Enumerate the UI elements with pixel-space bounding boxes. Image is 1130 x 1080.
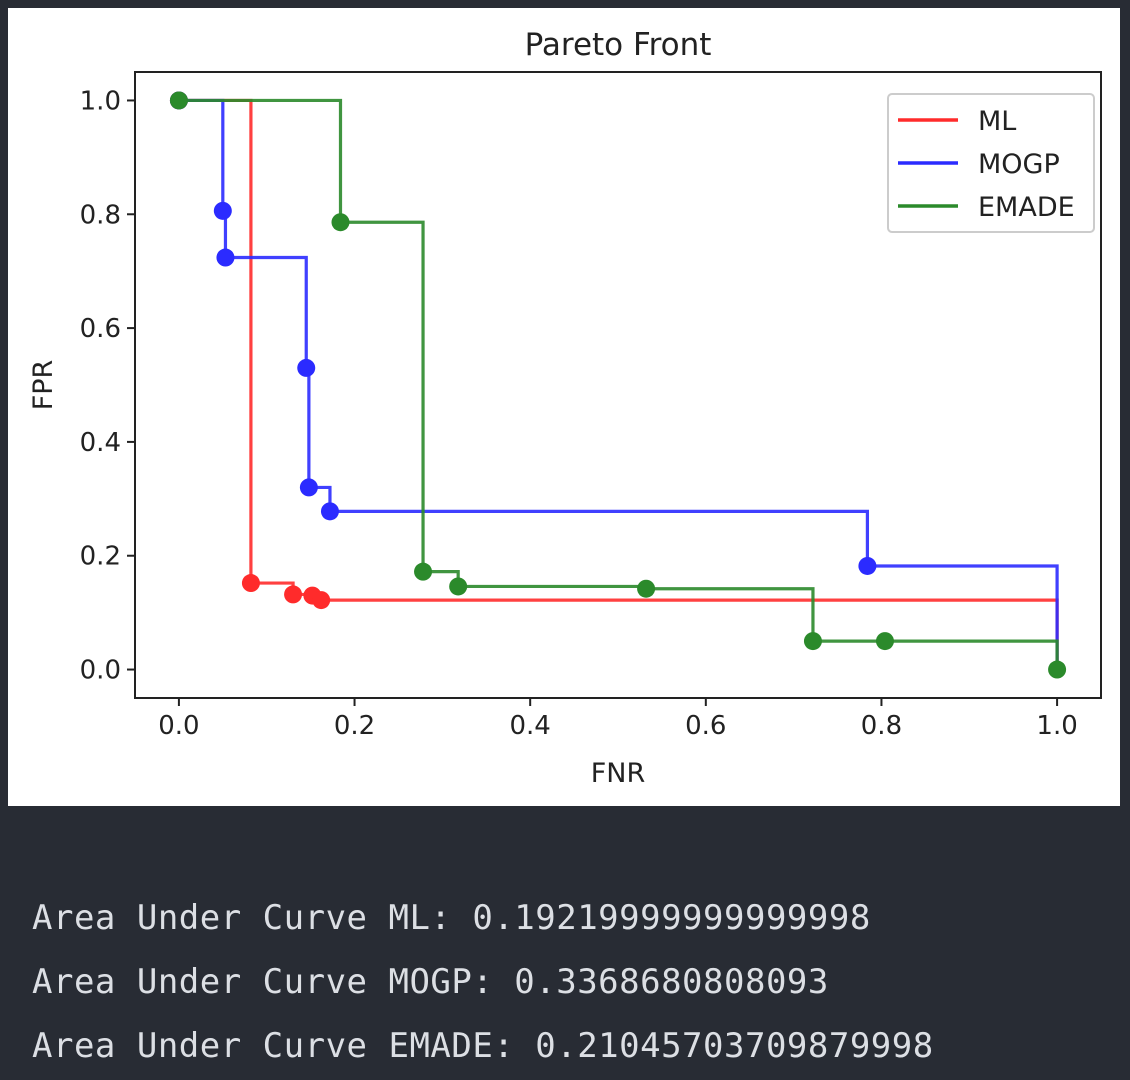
- plot-frame: [134, 71, 1102, 699]
- legend-label-emade: EMADE: [978, 192, 1075, 223]
- data-point-emade: [449, 577, 468, 596]
- data-point-mogp: [320, 502, 339, 521]
- auc-mogp-line: Area Under Curve MOGP: 0.3368680808093: [32, 962, 829, 1002]
- y-tick-label: 0.8: [80, 200, 121, 230]
- data-point-emade: [169, 91, 188, 110]
- data-point-emade: [875, 632, 894, 651]
- data-point-mogp: [299, 478, 318, 497]
- data-point-ml: [312, 591, 331, 610]
- legend-label-ml: ML: [978, 106, 1016, 137]
- x-tick-label: 1.0: [1036, 711, 1077, 741]
- x-tick-label: 0.8: [861, 711, 902, 741]
- y-tick-label: 0.0: [80, 656, 121, 686]
- pareto-chart: Pareto Front 0.0 0.2 0.4 0.6 0.8 1.0 0.0 0.2 0.4 0…: [28, 27, 1102, 789]
- figure-panel: Pareto Front 0.0 0.2 0.4 0.6 0.8 1.0 0.0 0.2 0.4 0…: [8, 8, 1120, 806]
- data-point-emade: [803, 632, 822, 651]
- data-point-ml: [284, 585, 303, 604]
- series-line-emade: [178, 98, 1059, 670]
- y-axis-label: FPR: [28, 360, 59, 411]
- data-point-emade: [331, 213, 350, 232]
- chart-title: Pareto Front: [525, 27, 712, 63]
- data-point-emade: [1048, 660, 1067, 679]
- auc-ml-line: Area Under Curve ML: 0.19219999999999998: [32, 898, 871, 938]
- data-point-emade: [637, 579, 656, 598]
- x-tick-label: 0.6: [685, 711, 726, 741]
- data-point-emade: [414, 562, 433, 581]
- data-point-mogp: [858, 556, 877, 575]
- auc-emade-line: Area Under Curve EMADE: 0.21045703709879…: [32, 1026, 934, 1066]
- data-point-mogp: [213, 201, 232, 220]
- y-tick-label: 1.0: [80, 86, 121, 116]
- x-tick-label: 0.0: [158, 711, 199, 741]
- y-tick-label: 0.4: [80, 428, 121, 458]
- output-panel: Area Under Curve ML: 0.19219999999999998…: [0, 806, 1130, 1080]
- y-tick-label: 0.6: [80, 314, 121, 344]
- data-point-mogp: [297, 358, 316, 377]
- x-tick-label: 0.4: [510, 711, 551, 741]
- data-point-ml: [241, 574, 260, 593]
- x-tick-label: 0.2: [334, 711, 375, 741]
- y-tick-label: 0.2: [80, 542, 121, 572]
- data-point-mogp: [216, 248, 235, 267]
- x-axis-label: FNR: [591, 758, 646, 789]
- legend-label-mogp: MOGP: [978, 149, 1060, 180]
- legend-box: [887, 93, 1095, 233]
